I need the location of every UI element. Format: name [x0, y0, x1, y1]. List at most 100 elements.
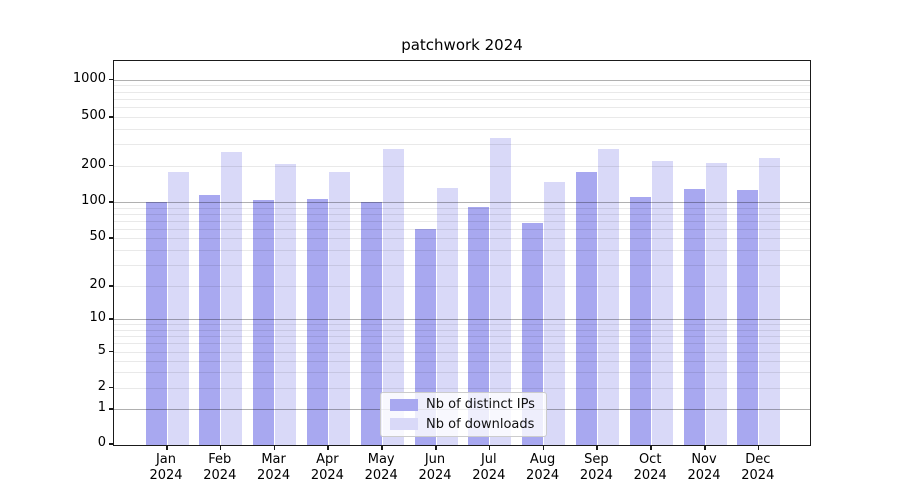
x-tick-mark-may	[381, 446, 383, 450]
y-tick-mark-10	[109, 318, 113, 320]
x-tick-mark-jul	[488, 446, 491, 450]
bar-nb-of-distinct-ips-oct	[629, 196, 651, 445]
x-tick-year-apr: 2024	[310, 468, 344, 483]
x-tick-mark-aug	[542, 446, 545, 450]
legend-label-downloads: Nb of downloads	[426, 416, 535, 432]
plot-area	[113, 60, 811, 446]
legend-label-distinct-ips: Nb of distinct IPs	[426, 397, 535, 413]
y-tick-label-5: 5	[97, 342, 106, 358]
x-tick-year-feb: 2024	[203, 468, 237, 483]
bar-nb-of-distinct-ips-aug	[522, 223, 544, 445]
gridline-minor-900	[114, 85, 810, 87]
x-tick-mark-apr	[327, 446, 329, 450]
x-tick-label-nov: Nov	[691, 452, 717, 467]
x-tick-year-sep: 2024	[579, 468, 613, 483]
gridline-minor-8	[114, 329, 810, 331]
x-tick-mark-sep	[596, 446, 598, 450]
y-tick-mark-500	[109, 116, 113, 118]
chart-title: patchwork 2024	[401, 36, 523, 54]
bar-nb-of-distinct-ips-mar	[253, 200, 275, 445]
bar-nb-of-distinct-ips-sep	[575, 171, 597, 445]
x-tick-label-may: May	[367, 452, 395, 467]
y-tick-mark-50	[109, 237, 113, 239]
y-tick-mark-100	[109, 201, 113, 203]
bar-nb-of-distinct-ips-nov	[683, 189, 705, 445]
x-tick-label-apr: Apr	[316, 452, 339, 467]
gridline-minor-7	[114, 336, 810, 337]
x-tick-year-dec: 2024	[741, 468, 775, 483]
gridline-minor-5	[114, 351, 810, 353]
x-tick-mark-dec	[757, 446, 760, 450]
x-tick-label-aug: Aug	[529, 452, 556, 467]
x-tick-label-sep: Sep	[584, 452, 609, 467]
bar-nb-of-distinct-ips-jan	[145, 201, 167, 445]
legend: Nb of distinct IPs Nb of downloads	[380, 392, 547, 437]
bar-nb-of-distinct-ips-jun	[414, 229, 436, 445]
x-tick-mark-oct	[650, 446, 652, 450]
bar-nb-of-distinct-ips-jul	[468, 207, 490, 445]
y-tick-label-1000: 1000	[72, 70, 106, 86]
bar-nb-of-downloads-may	[382, 149, 404, 445]
x-tick-year-aug: 2024	[526, 468, 560, 483]
legend-row-distinct-ips: Nb of distinct IPs	[390, 397, 537, 413]
bar-nb-of-downloads-jul	[490, 137, 512, 445]
y-tick-label-10: 10	[89, 310, 106, 326]
gridline-major-1000	[114, 79, 810, 81]
y-tick-mark-200	[109, 164, 113, 167]
gridline-minor-60	[114, 228, 810, 230]
gridline-minor-3	[114, 371, 810, 373]
gridline-minor-800	[114, 91, 810, 93]
bar-nb-of-downloads-jan	[167, 171, 189, 445]
x-tick-year-jan: 2024	[149, 468, 183, 483]
x-tick-mark-mar	[273, 446, 276, 450]
gridline-minor-700	[114, 98, 810, 100]
gridline-minor-80	[114, 213, 810, 215]
x-tick-label-jul: Jul	[480, 452, 497, 467]
y-tick-label-100: 100	[81, 193, 106, 208]
bar-nb-of-downloads-aug	[544, 182, 566, 445]
legend-swatch-distinct-ips	[390, 398, 418, 411]
y-tick-label-2: 2	[97, 378, 106, 394]
bar-nb-of-downloads-oct	[651, 160, 673, 445]
x-tick-year-mar: 2024	[257, 468, 291, 483]
x-tick-mark-jan	[166, 446, 168, 450]
y-tick-mark-5	[109, 350, 113, 353]
bar-nb-of-distinct-ips-may	[360, 202, 382, 445]
bar-nb-of-distinct-ips-dec	[737, 190, 759, 445]
y-tick-label-0: 0	[97, 435, 106, 450]
y-tick-mark-2	[109, 386, 113, 389]
gridline-minor-50	[114, 238, 810, 239]
x-tick-year-may: 2024	[364, 468, 398, 483]
x-tick-label-jun: Jun	[424, 452, 446, 467]
x-tick-label-oct: Oct	[638, 452, 662, 467]
gridline-minor-4	[114, 360, 810, 362]
bar-nb-of-downloads-jun	[436, 187, 458, 445]
x-tick-label-dec: Dec	[745, 452, 771, 467]
gridline-major-100	[114, 202, 810, 203]
gridline-minor-500	[114, 117, 810, 118]
gridline-minor-200	[114, 165, 810, 167]
bar-nb-of-downloads-nov	[705, 163, 727, 445]
gridline-minor-30	[114, 264, 810, 266]
y-tick-mark-1000	[109, 78, 113, 80]
gridline-minor-20	[114, 286, 810, 287]
x-tick-year-nov: 2024	[687, 468, 721, 483]
gridline-major-10	[114, 319, 810, 321]
bar-nb-of-downloads-dec	[759, 158, 781, 445]
bar-nb-of-downloads-apr	[328, 171, 350, 445]
bar-nb-of-distinct-ips-apr	[306, 198, 328, 445]
y-tick-label-500: 500	[81, 108, 106, 123]
legend-row-downloads: Nb of downloads	[390, 417, 537, 433]
y-tick-mark-1	[109, 408, 113, 410]
x-tick-label-jan: Jan	[155, 452, 177, 467]
legend-swatch-downloads	[390, 418, 418, 431]
x-tick-year-jun: 2024	[418, 468, 452, 483]
gridline-minor-300	[114, 144, 810, 146]
gridline-minor-2	[114, 387, 810, 389]
bar-nb-of-downloads-sep	[597, 149, 619, 445]
y-tick-label-200: 200	[81, 156, 106, 172]
x-tick-mark-nov	[704, 446, 706, 450]
gridline-minor-40	[114, 249, 810, 251]
gridline-minor-600	[114, 107, 810, 109]
